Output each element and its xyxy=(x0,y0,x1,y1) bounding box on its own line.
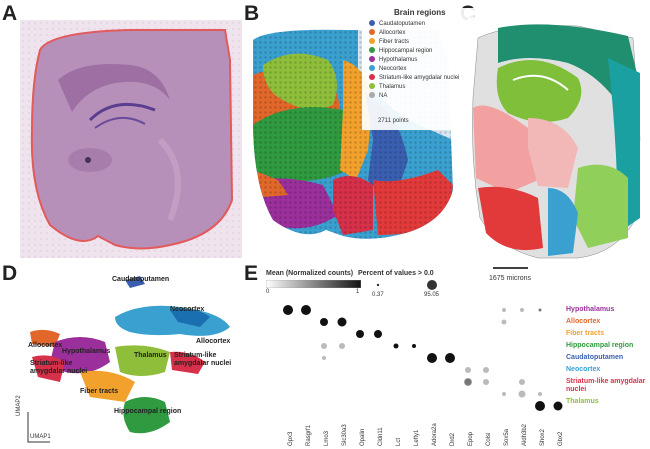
gene-label: Slc30a3 xyxy=(342,424,348,446)
gene-label: Rasgrf1 xyxy=(306,424,312,446)
legend-item: Allocortex xyxy=(369,29,405,38)
gene-label: Epop xyxy=(468,431,474,446)
umap-label-allocortex-right: Allocortex xyxy=(196,338,231,345)
panel-label-b: B xyxy=(244,2,260,25)
gene-label: Lefty1 xyxy=(414,429,420,446)
color-scale-title: Mean (Normalized counts) xyxy=(266,270,354,277)
panel-label-e: E xyxy=(244,262,259,285)
gene-label: Gpx3 xyxy=(288,431,294,446)
color-scale-max: 1 xyxy=(356,289,360,295)
legend-swatch xyxy=(369,83,375,90)
legend-item: Thalamus xyxy=(369,83,405,92)
legend-swatch xyxy=(369,29,375,36)
scale-bar-label: 1675 microns xyxy=(489,275,532,282)
legend-item: Striatum-like amygdalar nuclei xyxy=(369,74,459,83)
gene-label: Adora2a xyxy=(432,423,438,446)
legend-item: Neocortex xyxy=(369,65,406,74)
umap-label-fiber: Fiber tracts xyxy=(80,388,119,395)
category-label: Neocortex xyxy=(566,366,601,373)
gene-label: Colsi xyxy=(486,432,492,446)
gene-label: Drd2 xyxy=(450,432,456,446)
legend-swatch xyxy=(369,65,375,72)
legend-swatch xyxy=(369,38,375,45)
category-label: Fiber tracts xyxy=(566,330,605,337)
gene-label: Opalin xyxy=(360,428,366,446)
legend-swatch xyxy=(369,92,375,99)
size-scale-dots xyxy=(376,280,437,290)
dot-matrix xyxy=(283,305,563,411)
category-label: Striatum-like amygdalar nuclei xyxy=(566,378,646,393)
category-label: Hypothalamus xyxy=(566,306,615,313)
umap-label-striatum-left: Striatum-like amygdalar nuclei xyxy=(30,360,88,375)
umap-label-hypothalamus: Hypothalamus xyxy=(62,348,111,355)
brain-region-legend: Brain regions Caudatoputamen Allocortex … xyxy=(362,8,474,130)
allen-atlas-diagram xyxy=(468,18,648,276)
umap-plot xyxy=(27,276,230,443)
umap-label-neocortex: Neocortex xyxy=(170,306,205,313)
legend-item: NA xyxy=(369,92,387,101)
gene-label: Cldn11 xyxy=(378,427,384,446)
gene-label: Lct xyxy=(396,437,402,446)
category-label: Thalamus xyxy=(566,398,599,405)
gene-label: Aldh3b2 xyxy=(522,423,528,446)
gene-label: Shox2 xyxy=(540,428,546,446)
panel-label-d: D xyxy=(2,262,18,285)
umap-axis-y: UMAP2 xyxy=(16,395,22,416)
legend-item: Hippocampal region xyxy=(369,47,432,56)
gene-label: Lmo3 xyxy=(324,430,330,446)
size-scale-small-dot xyxy=(376,283,380,287)
umap-label-allocortex-left: Allocortex xyxy=(28,342,63,349)
visium-spot-map xyxy=(253,29,453,239)
umap-label-thalamus: Thalamus xyxy=(134,352,167,359)
size-scale-tick-high: 95.05 xyxy=(424,292,440,298)
color-scale-bar xyxy=(266,280,361,288)
legend-swatch xyxy=(369,47,375,54)
legend-swatch xyxy=(369,74,375,81)
size-scale-title: Percent of values > 0.0 xyxy=(358,270,434,277)
umap-label-striatum-right: Striatum-like amygdalar nuclei xyxy=(174,352,232,367)
umap-label-hippo: Hippocampal region xyxy=(114,408,182,415)
legend-swatch xyxy=(369,20,375,27)
legend-item: Hypothalamus xyxy=(369,56,417,65)
gene-label: Sox5a xyxy=(504,428,510,446)
he-tissue-image xyxy=(20,20,242,258)
category-label: Caudatoputamen xyxy=(566,354,624,361)
panel-label-a: A xyxy=(2,2,18,25)
legend-title: Brain regions xyxy=(394,8,446,17)
gene-label: Gbx2 xyxy=(558,431,564,446)
size-scale-tick-low: 0.37 xyxy=(372,292,384,298)
legend-item: Caudatoputamen xyxy=(369,20,425,29)
points-count: 2711 points xyxy=(378,118,409,124)
color-scale-min: 0 xyxy=(266,289,270,295)
size-scale-large-dot xyxy=(427,280,437,290)
category-label: Hippocampal region xyxy=(566,342,634,349)
category-label: Allocortex xyxy=(566,318,601,325)
legend-swatch xyxy=(369,56,375,63)
umap-axis-x: UMAP1 xyxy=(30,434,51,440)
legend-item: Fiber tracts xyxy=(369,38,409,47)
umap-label-caudatoputamen: Caudatoputamen xyxy=(112,276,170,283)
